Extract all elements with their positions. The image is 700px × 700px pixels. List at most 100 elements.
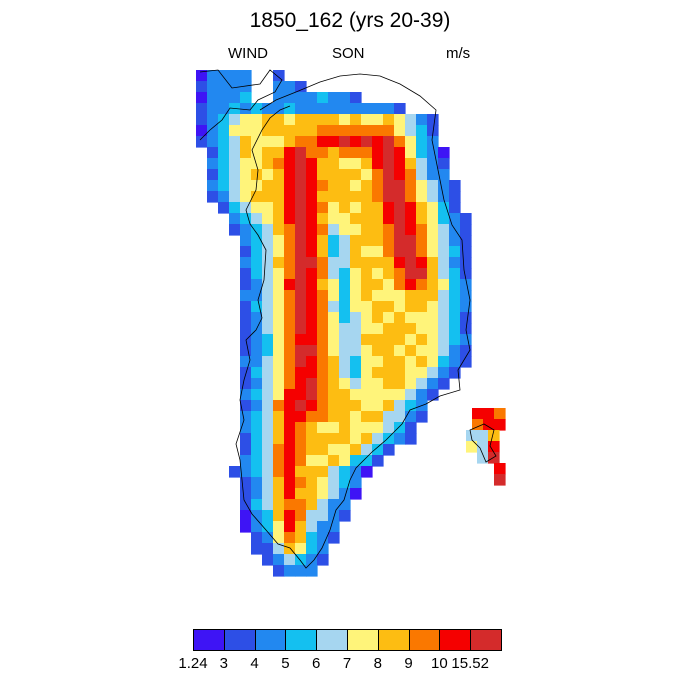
wind-cell bbox=[427, 257, 439, 269]
wind-cell bbox=[460, 312, 472, 324]
wind-cell bbox=[438, 191, 450, 203]
wind-cell bbox=[472, 408, 484, 420]
wind-cell bbox=[251, 488, 263, 500]
wind-cell bbox=[449, 191, 461, 203]
colorbar-tick-label: 15.52 bbox=[451, 655, 489, 672]
wind-cell bbox=[405, 158, 417, 170]
wind-cell bbox=[372, 356, 384, 368]
wind-cell bbox=[207, 147, 219, 159]
wind-cell bbox=[295, 81, 307, 93]
wind-cell bbox=[372, 290, 384, 302]
wind-cell bbox=[240, 301, 252, 313]
wind-cell bbox=[240, 455, 252, 467]
wind-cell bbox=[383, 191, 395, 203]
wind-cell bbox=[416, 202, 428, 214]
wind-cell bbox=[383, 213, 395, 225]
wind-cell bbox=[196, 92, 208, 104]
wind-cell bbox=[251, 411, 263, 423]
wind-cell bbox=[273, 169, 285, 181]
wind-cell bbox=[427, 367, 439, 379]
wind-cell bbox=[207, 70, 219, 82]
wind-cell bbox=[350, 103, 362, 115]
wind-cell bbox=[383, 125, 395, 137]
wind-cell bbox=[196, 114, 208, 126]
wind-cell bbox=[350, 290, 362, 302]
wind-cell bbox=[251, 103, 263, 115]
wind-cell bbox=[251, 290, 263, 302]
wind-cell bbox=[361, 246, 373, 258]
wind-cell bbox=[361, 279, 373, 291]
wind-cell bbox=[350, 202, 362, 214]
wind-cell bbox=[295, 323, 307, 335]
wind-cell bbox=[306, 565, 318, 577]
wind-cell bbox=[449, 290, 461, 302]
wind-cell bbox=[317, 389, 329, 401]
wind-cell bbox=[317, 301, 329, 313]
wind-cell bbox=[339, 378, 351, 390]
wind-cell bbox=[350, 180, 362, 192]
wind-cell bbox=[284, 565, 296, 577]
wind-cell bbox=[328, 202, 340, 214]
wind-cell bbox=[306, 400, 318, 412]
wind-cell bbox=[262, 103, 274, 115]
wind-cell bbox=[273, 202, 285, 214]
colorbar-swatch bbox=[254, 629, 287, 651]
wind-cell bbox=[262, 158, 274, 170]
wind-cell bbox=[284, 235, 296, 247]
wind-cell bbox=[372, 158, 384, 170]
wind-cell bbox=[339, 224, 351, 236]
wind-cell bbox=[273, 422, 285, 434]
wind-cell bbox=[427, 323, 439, 335]
wind-cell bbox=[295, 213, 307, 225]
wind-cell bbox=[449, 213, 461, 225]
wind-cell bbox=[361, 213, 373, 225]
wind-cell bbox=[383, 290, 395, 302]
wind-cell bbox=[350, 345, 362, 357]
wind-cell bbox=[317, 444, 329, 456]
wind-cell bbox=[295, 103, 307, 115]
wind-cell bbox=[207, 81, 219, 93]
wind-cell bbox=[284, 224, 296, 236]
wind-cell bbox=[240, 125, 252, 137]
wind-cell bbox=[306, 334, 318, 346]
wind-cell bbox=[339, 147, 351, 159]
wind-cell bbox=[361, 147, 373, 159]
wind-cell bbox=[273, 158, 285, 170]
wind-cell bbox=[262, 290, 274, 302]
wind-cell bbox=[427, 202, 439, 214]
wind-cell bbox=[262, 180, 274, 192]
wind-cell bbox=[339, 510, 351, 522]
wind-cell bbox=[240, 466, 252, 478]
wind-cell bbox=[306, 455, 318, 467]
wind-cell bbox=[306, 202, 318, 214]
wind-cell bbox=[273, 334, 285, 346]
colorbar-swatch bbox=[193, 629, 225, 651]
wind-cell bbox=[460, 345, 472, 357]
wind-cell bbox=[295, 422, 307, 434]
wind-cell bbox=[317, 92, 329, 104]
wind-cell bbox=[416, 191, 428, 203]
wind-cell bbox=[328, 290, 340, 302]
wind-cell bbox=[438, 334, 450, 346]
wind-cell bbox=[317, 378, 329, 390]
wind-cell bbox=[372, 213, 384, 225]
wind-cell bbox=[317, 499, 329, 511]
wind-cell bbox=[251, 125, 263, 137]
wind-cell bbox=[317, 543, 329, 555]
wind-cell bbox=[273, 224, 285, 236]
wind-cell bbox=[416, 136, 428, 148]
wind-cell bbox=[427, 147, 439, 159]
wind-cell bbox=[372, 455, 384, 467]
wind-cell bbox=[328, 180, 340, 192]
wind-cell bbox=[251, 521, 263, 533]
wind-cell bbox=[394, 103, 406, 115]
wind-cell bbox=[328, 268, 340, 280]
wind-cell bbox=[273, 268, 285, 280]
wind-cell bbox=[306, 444, 318, 456]
colorbar-tick-label: 3 bbox=[219, 655, 228, 672]
wind-cell bbox=[416, 158, 428, 170]
wind-cell bbox=[273, 191, 285, 203]
wind-cell bbox=[405, 147, 417, 159]
colorbar-swatch bbox=[408, 629, 441, 651]
wind-cell bbox=[262, 532, 274, 544]
